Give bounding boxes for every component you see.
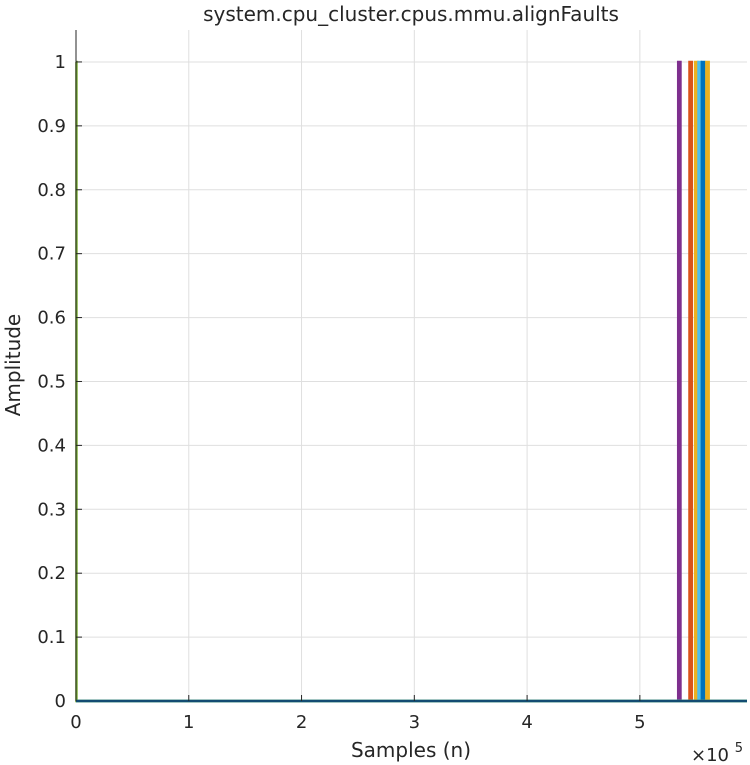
x-tick-label: 2 — [296, 712, 307, 733]
y-tick-label: 0.3 — [37, 499, 66, 520]
y-tick-label: 0.5 — [37, 371, 66, 392]
x-tick-label: 4 — [521, 712, 532, 733]
y-tick-label: 0.9 — [37, 116, 66, 137]
x-exponent-label: ×10 5 — [691, 741, 743, 765]
x-tick-label: 1 — [183, 712, 194, 733]
x-tick-label: 3 — [409, 712, 420, 733]
grid-lines — [76, 30, 747, 701]
x-tick-label: 5 — [634, 712, 645, 733]
y-axis-label: Amplitude — [1, 314, 25, 417]
tick-labels: 0 1 2 3 4 5 0 0.1 0.2 0.3 0.4 0.5 0.6 0.7 0.8 0.9 1 — [37, 52, 645, 733]
y-tick-label: 0 — [55, 691, 66, 712]
axes — [75, 30, 747, 702]
y-tick-label: 0.4 — [37, 435, 66, 456]
y-tick-label: 0.1 — [37, 627, 66, 648]
y-tick-label: 0.6 — [37, 308, 66, 329]
x-axis-label: Samples (n) — [351, 738, 471, 762]
chart-title: system.cpu_cluster.cpus.mmu.alignFaults — [203, 2, 619, 26]
x-exponent-power: 5 — [735, 741, 743, 756]
y-tick-label: 0.2 — [37, 563, 66, 584]
y-tick-label: 1 — [55, 52, 66, 73]
x-exponent-base: ×10 — [691, 745, 729, 765]
y-tick-label: 0.7 — [37, 244, 66, 265]
x-tick-label: 0 — [70, 712, 81, 733]
y-tick-label: 0.8 — [37, 180, 66, 201]
